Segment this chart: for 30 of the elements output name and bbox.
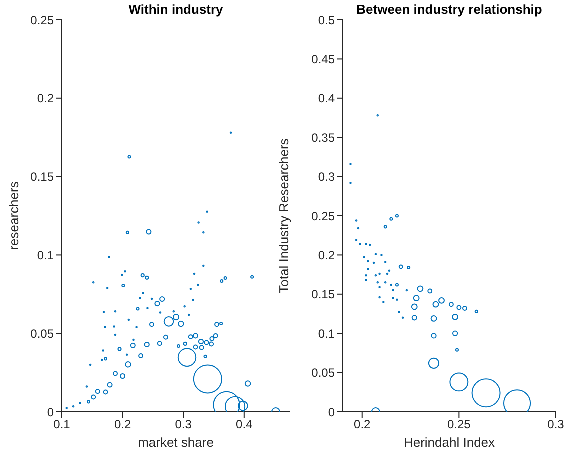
y-tick-label: 0.2 [318, 248, 336, 262]
chart-title: Within industry [128, 2, 224, 17]
y-tick-label: 0.35 [312, 130, 336, 145]
x-tick-label: 0.3 [175, 418, 192, 432]
y-tick-label: 0.3 [318, 170, 336, 184]
x-tick-label: 0.4 [236, 418, 254, 432]
y-tick-label: 0.1 [37, 248, 54, 262]
y-tick-label: 0.15 [312, 288, 336, 302]
x-tick-label: 0.1 [54, 418, 71, 432]
y-tick-label: 0.4 [318, 92, 336, 106]
y-axis-title: researchers [6, 181, 22, 250]
y-tick-label: 0.25 [312, 209, 336, 224]
chart-title: Between industry relationship [356, 2, 542, 17]
y-tick-label: 0 [47, 405, 54, 420]
y-tick-label: 0.2 [37, 92, 54, 106]
x-axis-title: Herindahl Index [404, 435, 496, 450]
y-tick-label: 0.05 [30, 326, 54, 341]
y-tick-label: 0.05 [312, 366, 336, 380]
y-tick-label: 0.25 [30, 13, 54, 28]
y-axis-title: Total Industry Researchers [276, 138, 292, 294]
x-tick-label: 0.25 [448, 418, 472, 432]
y-tick-label: 0.45 [312, 52, 336, 66]
x-tick-label: 0.3 [548, 418, 565, 432]
y-tick-label: 0.5 [318, 13, 336, 28]
y-tick-label: 0.1 [318, 326, 336, 341]
y-tick-label: 0.15 [30, 170, 54, 184]
x-tick-label: 0.2 [114, 418, 132, 432]
x-tick-label: 0.2 [354, 418, 372, 432]
x-axis-title: market share [138, 435, 214, 450]
y-tick-label: 0 [328, 405, 336, 420]
